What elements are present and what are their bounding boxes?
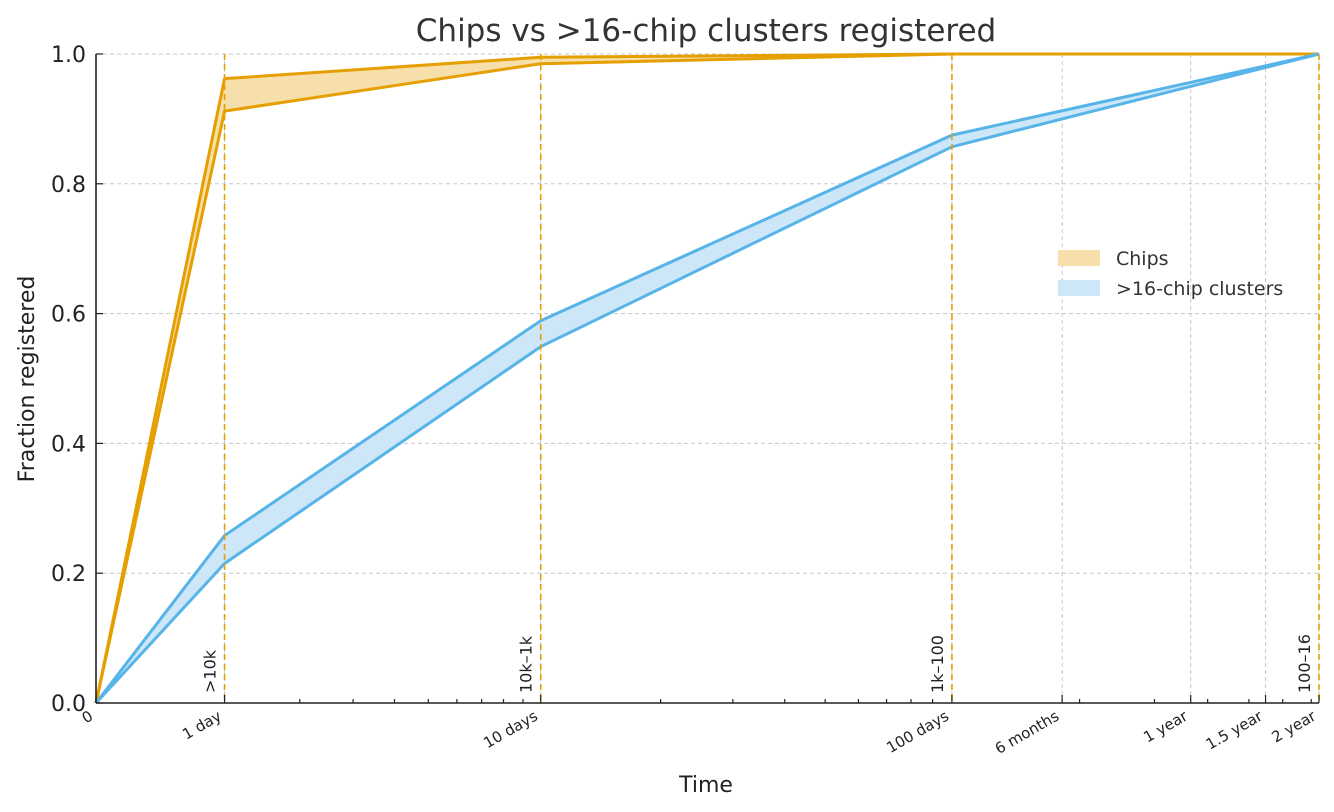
y-tick-label: 0.8	[51, 173, 86, 198]
x-tick-label: 1 year	[1140, 706, 1191, 746]
series-areas	[94, 52, 1320, 705]
x-tick-label: 2 year	[1269, 706, 1320, 746]
x-tick-label: 1.5 year	[1203, 706, 1266, 753]
x-tick-label: 1 day	[179, 707, 224, 744]
y-tick-label: 0.2	[51, 562, 86, 587]
chart-title: Chips vs >16-chip clusters registered	[416, 13, 996, 49]
threshold-label: 1k–100	[928, 635, 947, 693]
legend: Chips >16-chip clusters	[1058, 248, 1283, 300]
x-tick-label: 100 days	[883, 707, 952, 757]
series-lower-line-1	[94, 52, 1320, 705]
legend-swatch-0	[1058, 250, 1100, 266]
threshold-label: 10k–1k	[517, 635, 536, 693]
axes: 0.0 0.2 0.4 0.6 0.8 1.0 0 1 day 10 days 100 days 6…	[51, 43, 1320, 758]
y-axis-label: Fraction registered	[15, 276, 40, 483]
legend-label-1: >16-chip clusters	[1116, 278, 1283, 300]
threshold-label: 100–16	[1295, 634, 1314, 693]
grid	[96, 53, 1320, 704]
y-tick-label: 0.4	[51, 432, 86, 457]
x-tick-label: 0	[79, 707, 96, 727]
series-upper-line-0	[94, 52, 1319, 704]
series-band-1	[96, 54, 1319, 703]
legend-label-0: Chips	[1116, 248, 1169, 270]
y-tick-label: 1.0	[51, 43, 86, 68]
legend-swatch-1	[1058, 280, 1100, 296]
threshold-lines: >10k 10k–1k 1k–100 100–16	[201, 54, 1320, 703]
x-tick-label: 10 days	[480, 707, 540, 752]
x-tick-label: 6 months	[992, 707, 1062, 758]
series-band-0	[96, 54, 1319, 703]
y-tick-label: 0.0	[51, 692, 86, 717]
y-tick-label: 0.6	[51, 303, 86, 328]
x-axis-label: Time	[678, 773, 733, 798]
series-lower-line-0	[94, 52, 1319, 704]
threshold-label: >10k	[201, 649, 220, 693]
series-upper-line-1	[94, 52, 1320, 704]
